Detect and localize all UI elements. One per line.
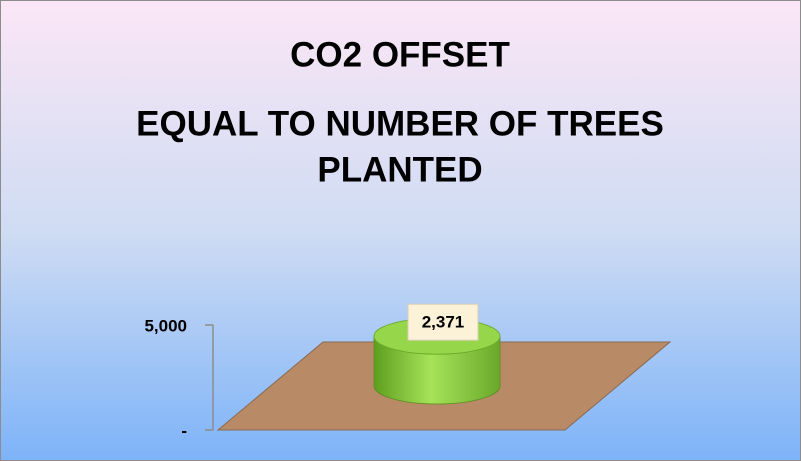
y-tick-label: 5,000 (144, 316, 187, 335)
value-label: 2,371 (422, 313, 465, 332)
bar (373, 335, 501, 405)
chart-title: EQUAL TO NUMBER OF TREES (136, 104, 664, 143)
value-label-box (407, 303, 479, 341)
y-tick-label: - (181, 421, 187, 440)
chart-title: PLANTED (317, 150, 482, 189)
chart-title: CO2 OFFSET (290, 35, 510, 74)
